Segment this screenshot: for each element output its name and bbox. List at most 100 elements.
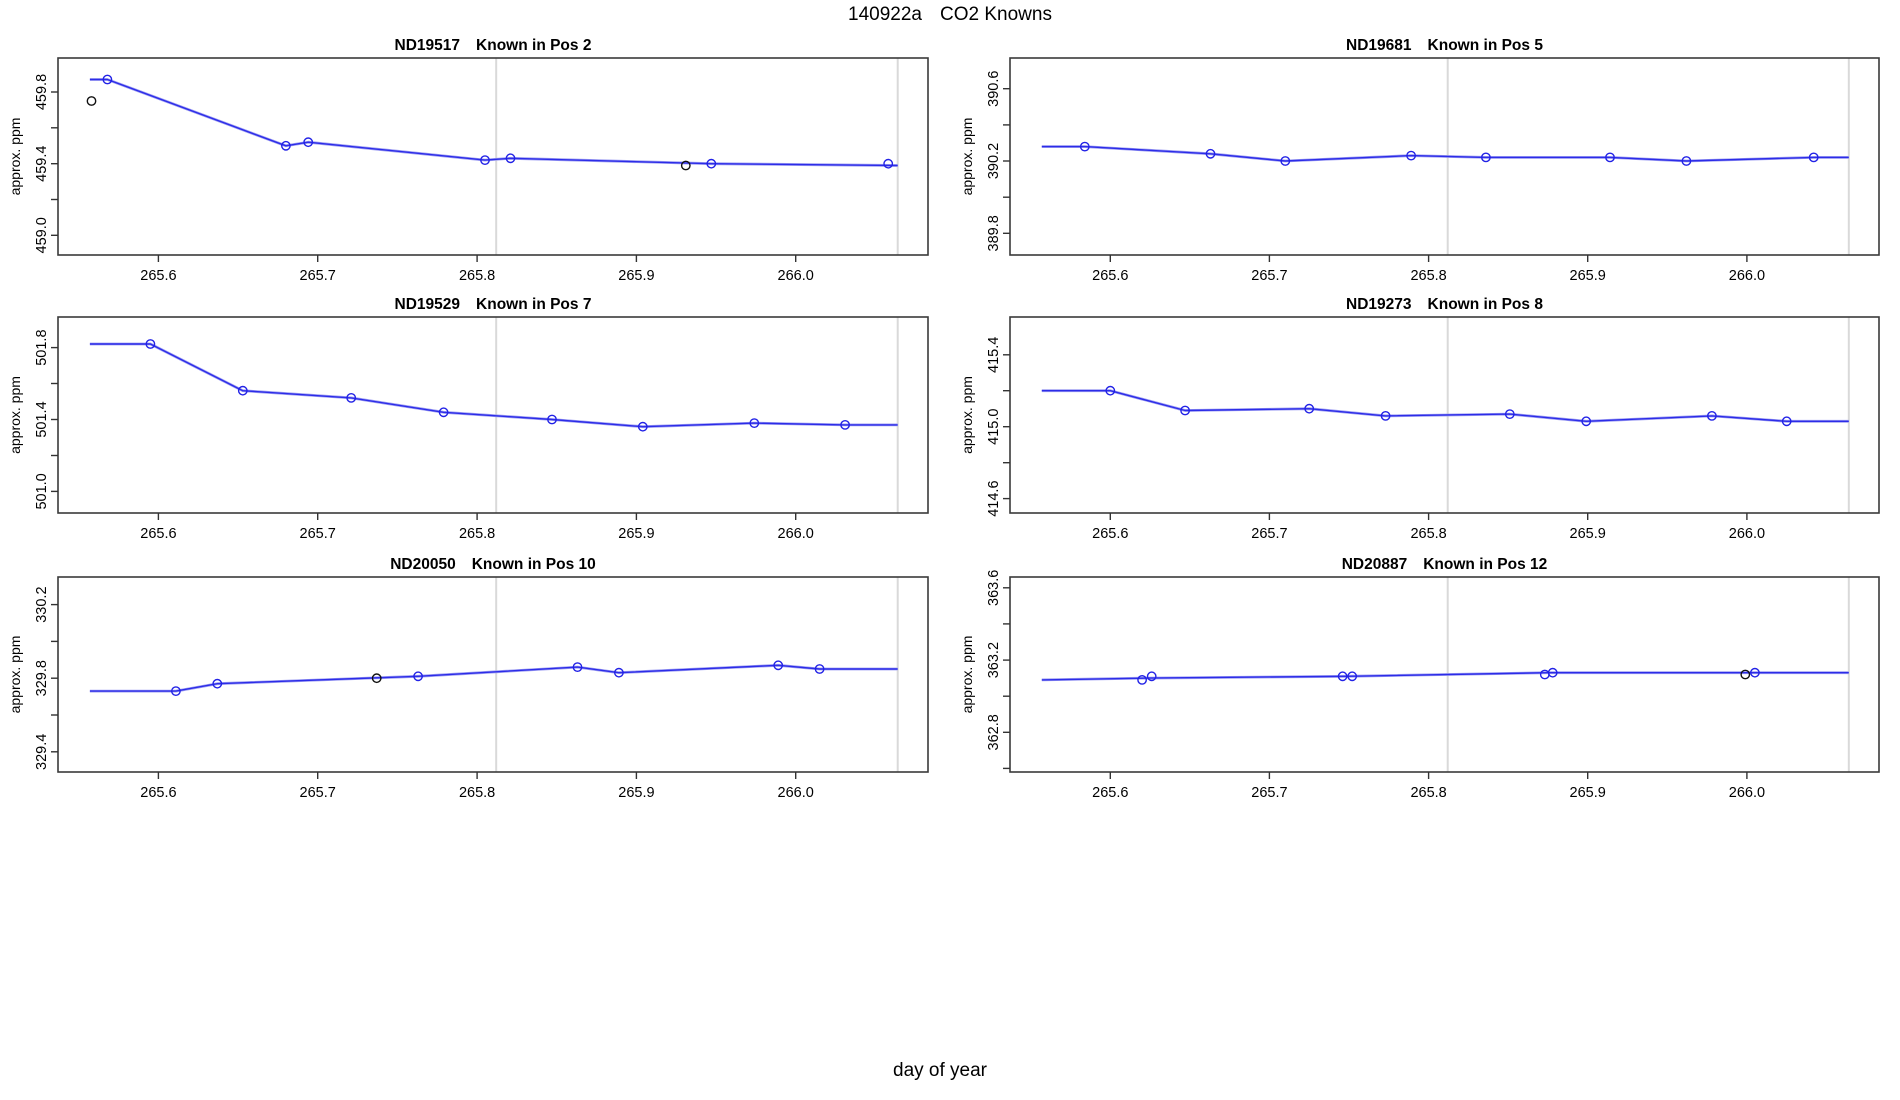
y-tick-label: 501.0 <box>34 473 50 509</box>
data-point-blue <box>1808 152 1819 163</box>
x-tick-label: 266.0 <box>778 526 814 542</box>
data-point-blue <box>773 660 784 671</box>
y-tick-label: 329.8 <box>34 660 50 696</box>
panel-title-pos: Known in Pos 2 <box>476 37 591 54</box>
x-tick-label: 266.0 <box>1729 526 1765 542</box>
x-tick-label: 265.9 <box>1570 268 1606 284</box>
data-point-black <box>1740 669 1751 680</box>
x-tick-label: 265.8 <box>1410 268 1446 284</box>
figure-subtitle: CO2 Knowns <box>940 4 1052 25</box>
x-tick-label: 265.8 <box>1410 785 1446 801</box>
panel-title: ND20887 Known in Pos 12 <box>1342 556 1548 573</box>
data-point-blue <box>614 667 624 678</box>
x-tick-label: 265.8 <box>459 785 495 801</box>
data-point-blue <box>1280 156 1291 166</box>
data-point-blue <box>883 158 894 169</box>
panel-title-pos: Known in Pos 12 <box>1423 556 1547 573</box>
plot-box <box>1009 316 1880 514</box>
panel-ND19517: 265.6 265.7 265.8 265.9 266.0 459.0 459.4 459.8… <box>7 37 929 284</box>
data-point-blue <box>840 419 850 430</box>
data-point-blue <box>280 140 291 151</box>
x-axis-label: day of year <box>893 1060 987 1081</box>
data-point-blue <box>706 158 717 169</box>
x-tick-label: 265.7 <box>300 526 336 542</box>
data-point-blue <box>303 137 314 148</box>
data-point-blue <box>637 421 648 432</box>
data-point-blue <box>1146 671 1157 682</box>
panel-title: ND19681 Known in Pos 5 <box>1346 37 1543 54</box>
y-tick-label: 389.8 <box>986 215 1002 251</box>
series-line <box>89 664 898 692</box>
data-point-blue <box>1337 671 1348 682</box>
series-line <box>1041 390 1849 422</box>
data-point-blue <box>212 678 223 689</box>
data-point-blue <box>1105 385 1116 396</box>
plot-box <box>57 316 929 514</box>
data-point-black <box>680 160 691 171</box>
panel-ND19681: 265.6 265.7 265.8 265.9 266.0 389.8 390.2 390.6… <box>959 37 1880 284</box>
plot-box <box>1009 57 1880 256</box>
x-tick-label: 265.6 <box>140 268 176 284</box>
y-tick-label: 390.2 <box>986 143 1002 179</box>
data-point-blue <box>145 339 156 349</box>
x-tick-label: 265.7 <box>1251 526 1287 542</box>
plot-box <box>1009 576 1880 773</box>
y-tick-label: 459.8 <box>34 74 50 110</box>
series-line-smooth <box>89 78 898 167</box>
y-axis-label: approx. ppm <box>7 118 23 196</box>
data-point-blue <box>1079 141 1090 152</box>
x-tick-label: 265.6 <box>140 785 176 801</box>
panel-title-id: ND19529 <box>395 296 461 313</box>
series-line-smooth <box>1041 671 1849 682</box>
x-tick-label: 265.9 <box>1570 526 1606 542</box>
data-point-blue <box>572 662 583 672</box>
plot-box <box>57 57 929 256</box>
x-tick-label: 265.6 <box>1092 785 1128 801</box>
panel-title: ND20050 Known in Pos 10 <box>390 556 596 573</box>
y-tick-label: 415.4 <box>986 337 1002 373</box>
series-line <box>1041 672 1849 681</box>
data-point-blue <box>1137 675 1148 685</box>
x-tick-label: 265.9 <box>618 785 654 801</box>
y-tick-label: 501.8 <box>34 329 50 365</box>
data-point-blue <box>1180 405 1191 416</box>
data-point-blue <box>1605 152 1615 163</box>
panel-ND19529: 265.6 265.7 265.8 265.9 266.0 501.0 501.4 501.8… <box>7 296 929 542</box>
series-line <box>89 78 898 167</box>
x-tick-label: 265.6 <box>1092 526 1128 542</box>
x-tick-label: 265.6 <box>1092 268 1128 284</box>
x-tick-label: 265.8 <box>459 268 495 284</box>
x-tick-label: 265.6 <box>140 526 176 542</box>
x-tick-label: 265.9 <box>618 268 654 284</box>
x-tick-label: 265.8 <box>459 526 495 542</box>
panel-ND19273: 265.6 265.7 265.8 265.9 266.0 414.6 415.0 415.4… <box>959 296 1880 542</box>
series-line-smooth <box>89 342 898 429</box>
y-tick-label: 362.8 <box>986 714 1002 750</box>
x-tick-label: 265.7 <box>300 785 336 801</box>
y-tick-label: 330.2 <box>34 586 50 622</box>
x-tick-label: 265.7 <box>1251 268 1287 284</box>
y-axis-label: approx. ppm <box>959 118 975 196</box>
x-tick-label: 265.9 <box>1570 785 1606 801</box>
y-axis-label: approx. ppm <box>7 376 23 454</box>
data-point-blue <box>1304 403 1315 414</box>
data-point-blue <box>1481 152 1491 163</box>
y-tick-label: 363.6 <box>986 570 1002 606</box>
y-axis-label: approx. ppm <box>959 636 975 714</box>
data-point-blue <box>1205 148 1216 159</box>
panel-ND20887: 265.6 265.7 265.8 265.9 266.0 362.8 363.2 363.6… <box>959 556 1880 801</box>
data-point-black <box>86 96 97 106</box>
figure-title: 140922a CO2 Knowns <box>0 4 1900 26</box>
data-point-blue <box>1504 409 1515 419</box>
plot-box <box>57 576 929 773</box>
y-tick-label: 363.2 <box>986 642 1002 678</box>
x-tick-label: 265.7 <box>300 268 336 284</box>
panel-title-id: ND19681 <box>1346 37 1412 54</box>
data-point-blue <box>505 153 516 164</box>
panel-title-pos: Known in Pos 7 <box>476 296 591 313</box>
panel-ND20050: 265.6 265.7 265.8 265.9 266.0 329.4 329.8 330.2… <box>7 556 929 801</box>
data-point-blue <box>1380 410 1391 421</box>
data-point-blue <box>1547 667 1558 678</box>
